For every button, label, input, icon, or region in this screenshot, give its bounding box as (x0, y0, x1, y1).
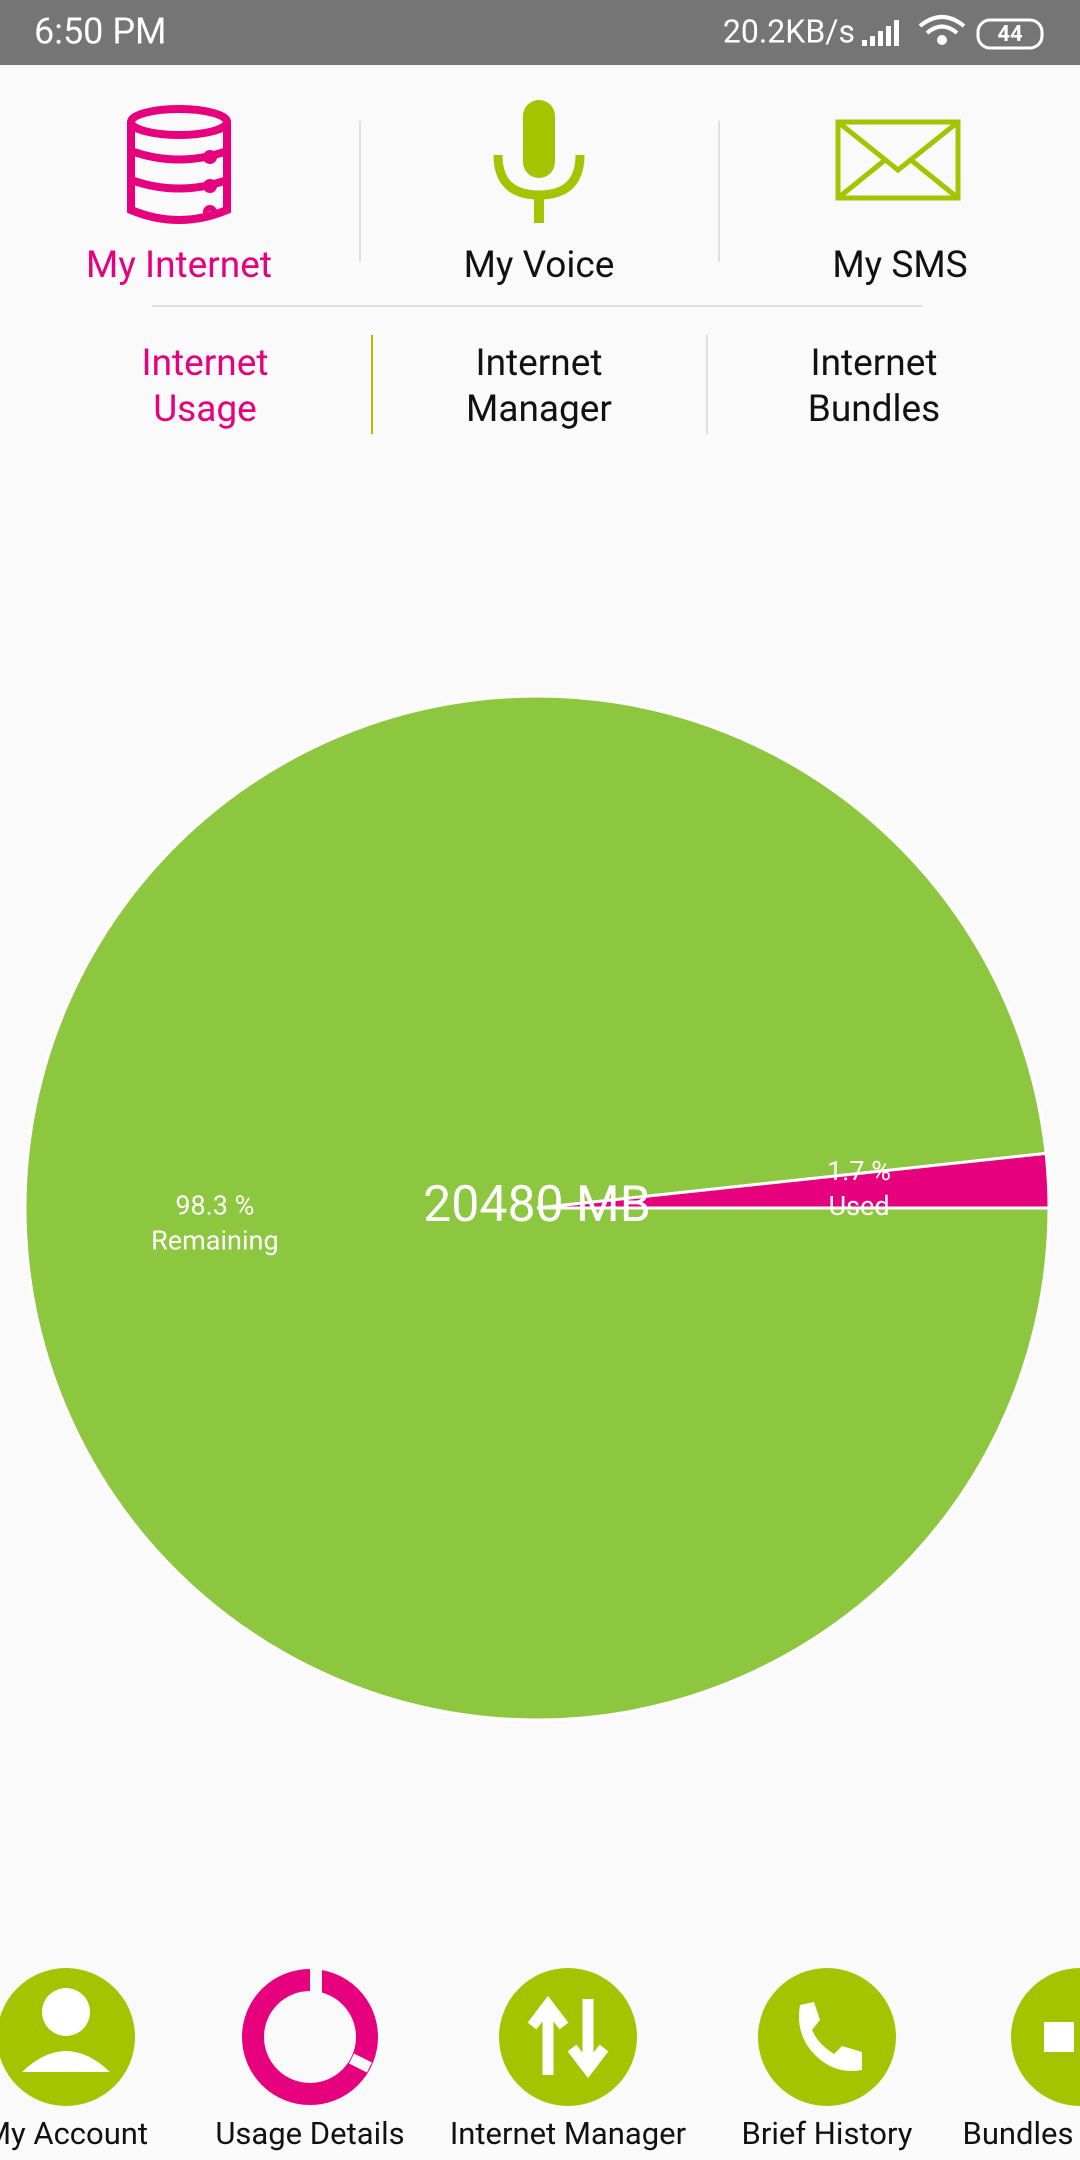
nav-label[interactable]: My Account (0, 2115, 148, 2152)
slice-value-label: 98.3 % (175, 1189, 254, 1221)
sub-tab-label[interactable]: Internet (811, 342, 938, 385)
status-time: 6:50 PM (34, 11, 167, 53)
tab-label[interactable]: My Voice (464, 244, 615, 287)
pie-slice (536, 1151, 1051, 1210)
bundles-icon[interactable] (1011, 1968, 1080, 2106)
slice-category-label: Remaining (151, 1224, 278, 1256)
usage-details-icon[interactable] (242, 1967, 378, 2105)
sub-tab-label[interactable]: Usage (153, 388, 257, 431)
sub-tab-label[interactable]: Bundles (808, 388, 940, 431)
nav-label[interactable]: Usage Details (215, 2115, 404, 2152)
envelope-icon (835, 119, 961, 201)
slice-value-label: 1.7 % (827, 1155, 891, 1187)
sub-tab-label[interactable]: Internet (142, 342, 269, 385)
pie-chart: 98.3 %Remaining 1.7 %Used 20480 MB (23, 694, 1051, 1722)
database-icon (127, 105, 231, 224)
internet-manager-icon[interactable] (499, 1968, 637, 2106)
nav-label[interactable]: Bundles (963, 2115, 1074, 2152)
sub-tab-label[interactable]: Manager (466, 388, 612, 431)
battery-level: 44 (997, 22, 1023, 47)
tab-label[interactable]: My SMS (832, 244, 967, 287)
battery-icon (976, 18, 1044, 50)
signal-icon (862, 20, 899, 46)
tab-label[interactable]: My Internet (86, 244, 272, 287)
nav-label[interactable]: Brief History (742, 2115, 913, 2152)
wifi-icon (918, 15, 966, 45)
status-bar (0, 0, 1080, 65)
pie-center-label: 20480 MB (423, 1176, 651, 1234)
sub-tab-label[interactable]: Internet (476, 342, 603, 385)
slice-category-label: Used (829, 1190, 890, 1222)
account-icon[interactable] (0, 1968, 135, 2106)
nav-label[interactable]: Internet Manager (450, 2115, 687, 2152)
status-speed: 20.2KB/s (723, 12, 855, 50)
microphone-icon (493, 100, 585, 223)
brief-history-icon[interactable] (758, 1968, 896, 2106)
